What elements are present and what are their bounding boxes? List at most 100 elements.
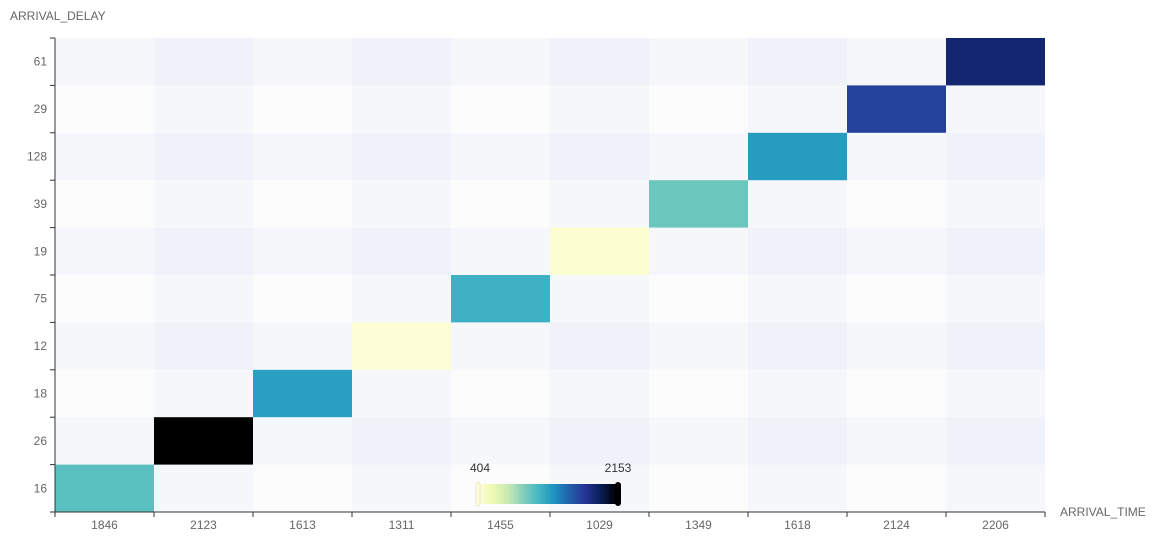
background-cell: [352, 85, 451, 133]
background-cell: [253, 275, 352, 323]
background-cell: [154, 275, 253, 323]
background-cell: [550, 132, 649, 181]
background-cell: [352, 275, 451, 323]
background-cell: [847, 417, 946, 465]
visual-map-legend[interactable]: 404 2153: [470, 461, 632, 507]
background-cell: [451, 85, 550, 133]
heatmap-cell[interactable]: [253, 369, 352, 418]
background-cell: [649, 464, 748, 512]
background-cell: [847, 322, 946, 370]
y-axis-ticks: 16 26 18 12 75 19 39 128 29 61: [27, 37, 55, 513]
background-cell: [451, 132, 550, 181]
heatmap-cell[interactable]: [847, 85, 946, 133]
background-cell: [352, 227, 451, 275]
background-cell: [550, 275, 649, 323]
background-cell: [352, 369, 451, 418]
background-cell: [649, 132, 748, 181]
background-cell: [451, 227, 550, 275]
background-cell: [253, 227, 352, 275]
y-tick-label: 75: [34, 292, 48, 306]
heatmap-cell[interactable]: [154, 417, 253, 465]
visual-map-gradient-bar[interactable]: [478, 484, 616, 504]
background-cell: [352, 180, 451, 228]
background-cell: [154, 38, 253, 86]
background-cell: [352, 38, 451, 86]
background-cell: [847, 38, 946, 86]
background-cell: [550, 369, 649, 418]
background-cell: [748, 227, 847, 275]
heatmap-cell[interactable]: [451, 275, 550, 323]
heatmap-cell[interactable]: [649, 180, 748, 228]
background-cell: [55, 275, 154, 323]
background-cell: [748, 464, 847, 512]
background-cell: [451, 322, 550, 370]
background-cell: [946, 275, 1045, 323]
background-cell: [847, 132, 946, 181]
x-tick-label: 2124: [883, 518, 910, 532]
background-cell: [253, 464, 352, 512]
background-cell: [550, 322, 649, 370]
background-cell: [154, 132, 253, 181]
y-tick-label: 16: [34, 481, 48, 495]
visual-map-max-label: 2153: [605, 461, 632, 475]
background-cell: [451, 38, 550, 86]
background-cell: [550, 38, 649, 86]
background-cell: [55, 322, 154, 370]
y-tick-label: 61: [34, 55, 48, 69]
background-cell: [649, 369, 748, 418]
background-cell: [154, 227, 253, 275]
background-cell: [55, 132, 154, 181]
background-cell: [847, 275, 946, 323]
heatmap-cells: [55, 38, 1045, 512]
background-cell: [55, 85, 154, 133]
background-cell: [649, 417, 748, 465]
background-stripes: [55, 38, 1045, 512]
background-cell: [55, 227, 154, 275]
y-tick-label: 29: [34, 102, 48, 116]
background-cell: [748, 275, 847, 323]
background-cell: [55, 180, 154, 228]
background-cell: [55, 369, 154, 418]
visual-map-max-handle[interactable]: [615, 482, 621, 506]
background-cell: [451, 180, 550, 228]
x-axis-ticks: 1846 2123 1613 1311 1455 1029 1349 1618 2124 2206: [54, 512, 1046, 532]
background-cell: [946, 417, 1045, 465]
background-cell: [649, 275, 748, 323]
heatmap-cell[interactable]: [946, 38, 1045, 86]
background-cell: [649, 227, 748, 275]
background-cell: [451, 417, 550, 465]
background-cell: [55, 38, 154, 86]
background-cell: [154, 369, 253, 418]
background-cell: [649, 85, 748, 133]
x-axis-title: ARRIVAL_TIME: [1060, 505, 1146, 519]
background-cell: [154, 322, 253, 370]
background-cell: [847, 227, 946, 275]
background-cell: [352, 132, 451, 181]
y-axis-title: ARRIVAL_DELAY: [10, 9, 106, 23]
heatmap-cell[interactable]: [352, 322, 451, 370]
background-cell: [253, 38, 352, 86]
heatmap-cell[interactable]: [55, 464, 154, 512]
y-tick-label: 19: [34, 244, 48, 258]
y-tick-label: 12: [34, 339, 48, 353]
background-cell: [847, 180, 946, 228]
background-cell: [253, 417, 352, 465]
x-tick-label: 1349: [685, 518, 712, 532]
background-cell: [451, 369, 550, 418]
background-cell: [154, 85, 253, 133]
heatmap-cell[interactable]: [550, 227, 649, 275]
visual-map-min-handle[interactable]: [475, 481, 481, 507]
background-cell: [847, 464, 946, 512]
background-cell: [550, 417, 649, 465]
heatmap-cell[interactable]: [748, 132, 847, 181]
background-cell: [946, 132, 1045, 181]
background-cell: [154, 464, 253, 512]
background-cell: [649, 322, 748, 370]
background-cell: [550, 85, 649, 133]
y-tick-label: 18: [34, 387, 48, 401]
background-cell: [253, 180, 352, 228]
visual-map-min-label: 404: [470, 461, 490, 475]
background-cell: [847, 369, 946, 418]
background-cell: [550, 180, 649, 228]
